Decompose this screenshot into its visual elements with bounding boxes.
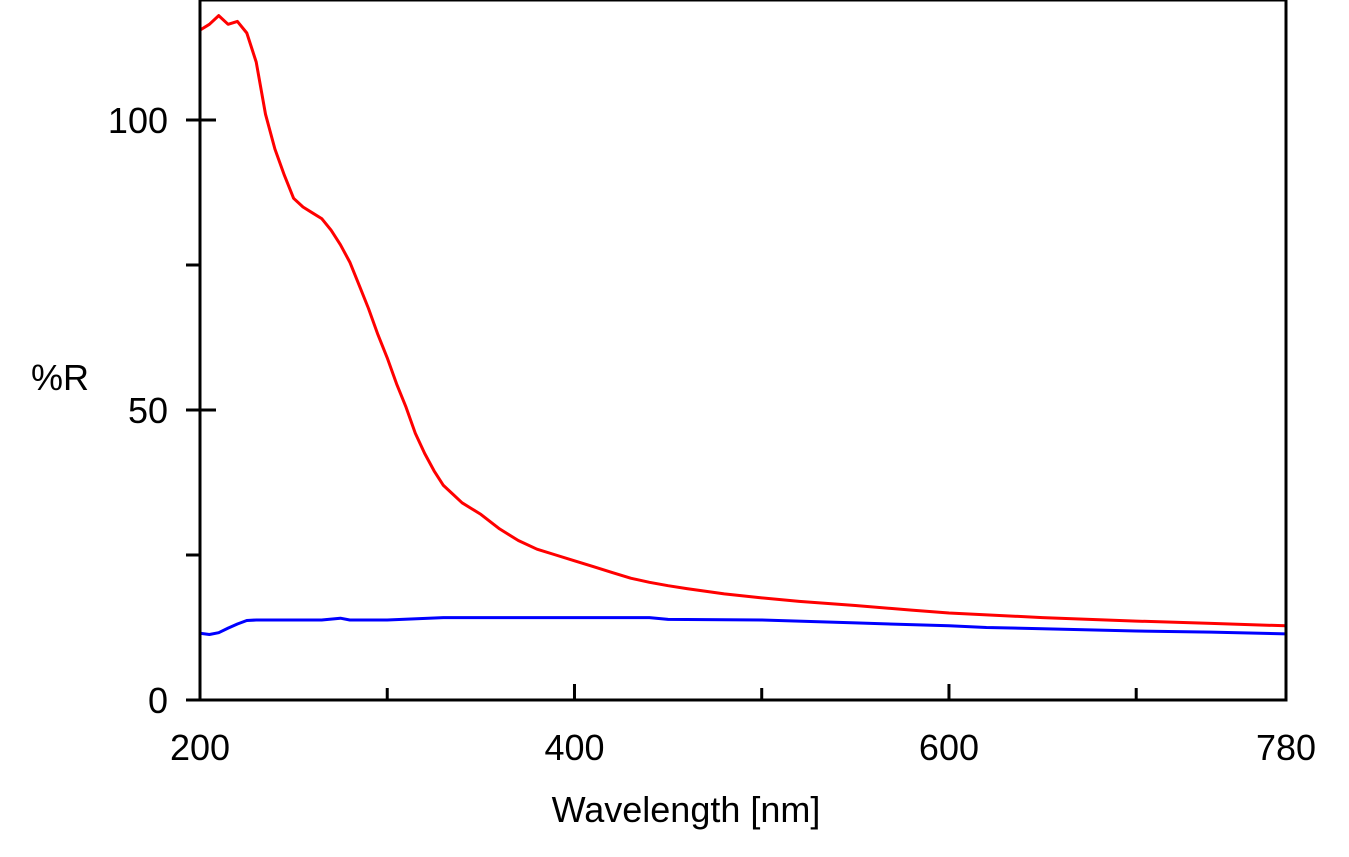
ticks-layer (186, 118, 1288, 702)
y-tick-label: 100 (108, 100, 168, 141)
x-tick-label: 200 (170, 727, 230, 768)
y-tick-label: 0 (148, 680, 168, 721)
x-tick-label: 780 (1256, 727, 1316, 768)
x-tick-label: 400 (544, 727, 604, 768)
y-axis-title: %R (31, 357, 89, 398)
series-line-2 (199, 616, 1287, 636)
plot-frame (198, 0, 1288, 702)
y-tick-label: 50 (128, 390, 168, 431)
series-line-1 (199, 14, 1287, 628)
x-tick-label: 600 (919, 727, 979, 768)
labels-layer: 200 400 600 780 0 50 100 (108, 100, 1316, 768)
x-axis-title: Wavelength [nm] (552, 789, 821, 830)
series-layer (199, 14, 1287, 636)
